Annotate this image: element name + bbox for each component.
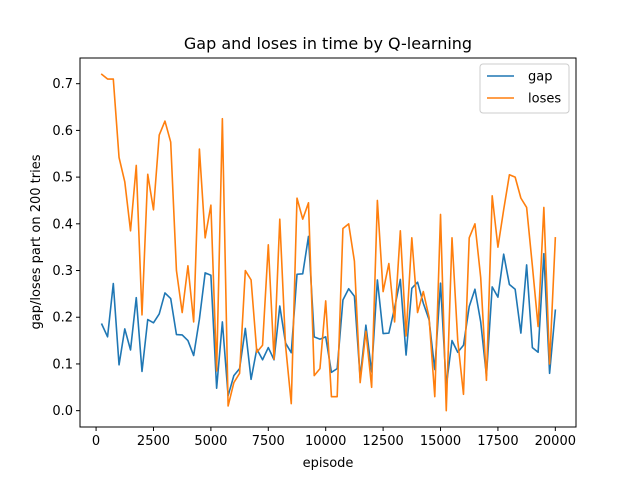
plot-area: 0 2500 5000 7500 10000 12500 15000 17500 20000 0… — [52, 57, 577, 449]
legend-label-loses: loses — [528, 92, 561, 107]
y-axis: 0.0 0.1 0.2 0.3 0.4 0.5 0.6 0.7 — [52, 77, 80, 419]
y-tick-label: 0.3 — [52, 264, 73, 279]
y-axis-label: gap/loses part on 200 tries — [29, 154, 44, 329]
legend: gap loses — [479, 63, 570, 114]
x-tick-label: 5000 — [194, 434, 227, 449]
y-tick-label: 0.2 — [52, 311, 73, 326]
x-tick-label: 17500 — [477, 434, 518, 449]
legend-entries: gap loses — [487, 70, 561, 107]
x-tick-label: 20000 — [535, 434, 576, 449]
y-tick-label: 0.4 — [52, 217, 73, 232]
x-tick-label: 15000 — [420, 434, 461, 449]
y-tick-label: 0.6 — [52, 124, 73, 139]
y-tick-label: 0.0 — [52, 404, 73, 419]
x-tick-label: 0 — [92, 434, 100, 449]
x-tick-label: 2500 — [137, 434, 170, 449]
x-axis-label: episode — [303, 456, 354, 471]
y-tick-label: 0.7 — [52, 77, 73, 92]
x-tick-label: 7500 — [252, 434, 285, 449]
x-tick-label: 12500 — [362, 434, 403, 449]
chart-title: Gap and loses in time by Q-learning — [184, 34, 472, 53]
y-tick-label: 0.1 — [52, 357, 73, 372]
series-lines — [100, 73, 557, 412]
y-tick-label: 0.5 — [52, 171, 73, 186]
axes-frame — [79, 57, 577, 428]
legend-label-gap: gap — [528, 70, 552, 85]
x-axis: 0 2500 5000 7500 10000 12500 15000 17500 20000 — [92, 427, 576, 449]
series-line-loses — [100, 73, 557, 412]
x-tick-label: 10000 — [305, 434, 346, 449]
